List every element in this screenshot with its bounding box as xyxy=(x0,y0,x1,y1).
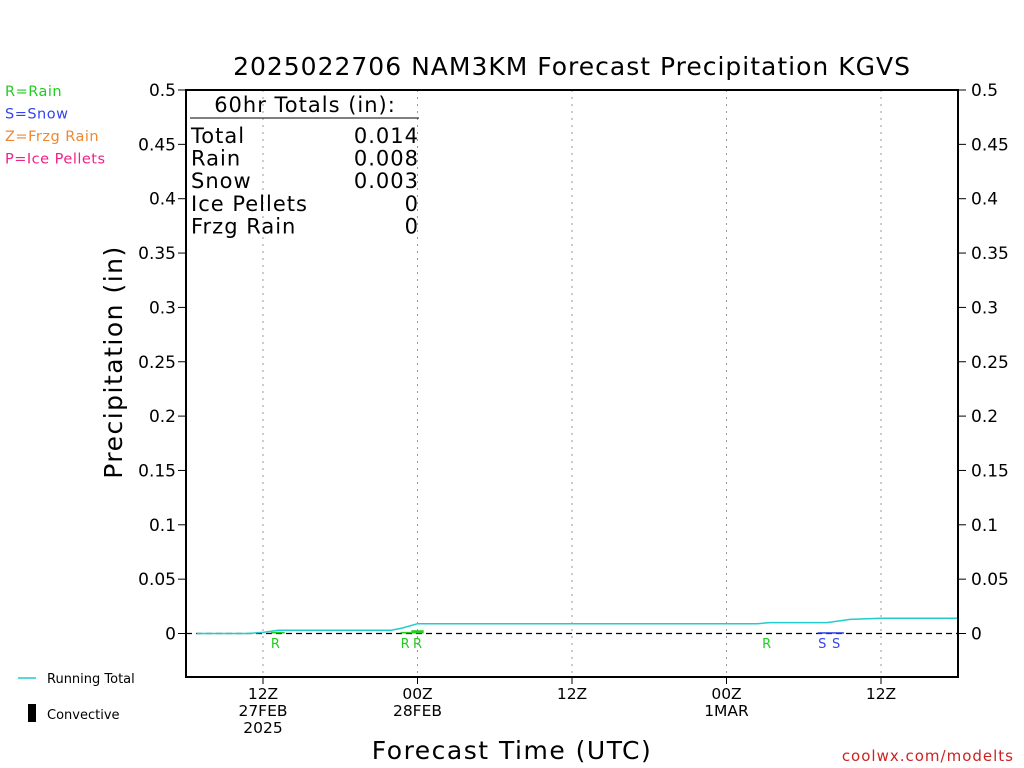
y-tick-label-left: 0.3 xyxy=(149,298,176,318)
precip-type-marker: R xyxy=(413,637,422,652)
y-tick-label-left: 0 xyxy=(165,625,176,645)
y-tick-label-right: 0.3 xyxy=(971,298,998,318)
running-total-legend: Running Total xyxy=(18,672,135,687)
precip-legend-item: R=Rain xyxy=(5,84,62,100)
precip-type-marker: R xyxy=(401,637,410,652)
x-tick-label: 2025 xyxy=(243,719,282,737)
precip-type-marker: R xyxy=(271,637,280,652)
totals-row-label: Snow xyxy=(191,169,252,193)
precip-type-marker: R xyxy=(762,637,771,652)
y-tick-label-left: 0.35 xyxy=(138,244,176,264)
y-tick-label-right: 0.2 xyxy=(971,407,998,427)
convective-legend-swatch xyxy=(28,704,36,722)
y-tick-label-right: 0 xyxy=(971,625,982,645)
x-tick-label: 12Z xyxy=(866,685,896,703)
totals-row-value: 0.014 xyxy=(354,124,419,148)
totals-row-label: Total xyxy=(190,124,245,148)
precip-legend-item: P=Ice Pellets xyxy=(5,152,106,168)
y-axis-left: 0 0.05 0.1 0.15 0.2 0.25 0.3 0.35 0.4 0.45 0.5 xyxy=(138,81,186,645)
credit-text: coolwx.com/modelts xyxy=(842,747,1014,765)
precip-bars xyxy=(270,630,844,634)
totals-box: 60hr Totals (in): Total 0.014 Rain 0.008 Sno… xyxy=(190,93,419,238)
convective-legend-label: Convective xyxy=(47,708,120,723)
precip-legend-item: Z=Frzg Rain xyxy=(5,129,99,145)
y-tick-label-left: 0.05 xyxy=(138,570,176,590)
precip-bar xyxy=(411,630,424,634)
y-tick-label-left: 0.45 xyxy=(138,135,176,155)
totals-row-label: Frzg Rain xyxy=(191,214,296,238)
y-tick-label-left: 0.15 xyxy=(138,461,176,481)
y-tick-label-right: 0.05 xyxy=(971,570,1009,590)
precip-type-marker: S xyxy=(818,637,826,652)
y-axis-label: Precipitation (in) xyxy=(99,245,128,479)
totals-row-value: 0 xyxy=(405,214,419,238)
totals-row-value: 0 xyxy=(405,192,419,216)
x-tick-label: 12Z xyxy=(557,685,587,703)
x-tick-label: 12Z xyxy=(248,685,278,703)
y-tick-label-right: 0.35 xyxy=(971,244,1009,264)
plot-frame xyxy=(185,89,959,678)
totals-row-label: Ice Pellets xyxy=(191,192,308,216)
y-tick-label-right: 0.25 xyxy=(971,353,1009,373)
y-tick-label-left: 0.1 xyxy=(149,516,176,536)
precip-bar xyxy=(400,631,412,634)
y-tick-label-right: 0.5 xyxy=(971,81,998,101)
chart-title: 2025022706 NAM3KM Forecast Precipitation… xyxy=(233,52,911,81)
y-tick-label-left: 0.2 xyxy=(149,407,176,427)
y-tick-label-right: 0.1 xyxy=(971,516,998,536)
x-tick-label: 28FEB xyxy=(393,702,442,720)
y-axis-right: 0 0.05 0.1 0.15 0.2 0.25 0.3 0.35 0.4 0.45 0.5 xyxy=(958,81,1009,645)
precip-type-legend: R=Rain S=Snow Z=Frzg Rain P=Ice Pellets xyxy=(5,84,106,168)
x-tick-label: 00Z xyxy=(402,685,432,703)
precip-type-marker: S xyxy=(832,637,840,652)
x-tick-label: 00Z xyxy=(711,685,741,703)
running-total-line xyxy=(196,617,959,635)
y-tick-label-right: 0.4 xyxy=(971,190,998,210)
x-tick-label: 27FEB xyxy=(238,702,287,720)
y-tick-label-left: 0.4 xyxy=(149,190,176,210)
totals-row-value: 0.003 xyxy=(354,169,419,193)
x-tick-label: 1MAR xyxy=(704,702,749,720)
totals-row-value: 0.008 xyxy=(354,147,419,171)
y-tick-label-left: 0.5 xyxy=(149,81,176,101)
precip-bar xyxy=(270,631,285,634)
running-total-legend-label: Running Total xyxy=(47,672,135,687)
precip-legend-item: S=Snow xyxy=(5,107,68,123)
precip-bar xyxy=(817,632,844,634)
convective-legend: Convective xyxy=(28,704,120,723)
y-tick-label-left: 0.25 xyxy=(138,353,176,373)
y-tick-label-right: 0.45 xyxy=(971,135,1009,155)
x-axis-label: Forecast Time (UTC) xyxy=(372,736,652,765)
y-tick-label-right: 0.15 xyxy=(971,461,1009,481)
totals-row-label: Rain xyxy=(191,147,241,171)
totals-heading: 60hr Totals (in): xyxy=(214,93,396,117)
